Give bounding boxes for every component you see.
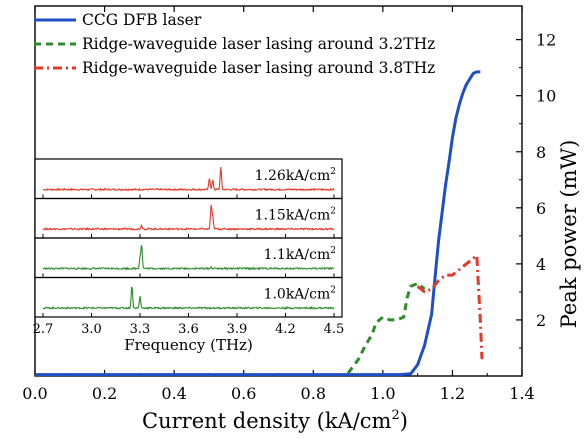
- y-tick-label: 2: [536, 311, 546, 330]
- main-plot: 0.0 0.2 0.4 0.6 0.8 1.0 1.2 1.4 2 4 6 8 10 12: [22, 5, 556, 403]
- y-tick-label: 8: [536, 143, 546, 162]
- inset-panel-label-4: 1.0kA/cm2: [264, 286, 336, 303]
- y-tick-label: 10: [536, 87, 556, 106]
- y-tick-label: 6: [536, 199, 546, 218]
- x-axis-label-main: Current density (kA/cm: [142, 409, 392, 433]
- inset-panel-label-1: 1.26kA/cm2: [255, 167, 336, 184]
- series-line-1: [35, 70, 481, 377]
- inset-x-tick-label: 2.7: [33, 322, 54, 337]
- inset-panel-label-3: 1.1kA/cm2: [264, 246, 336, 263]
- x-axis-label-close: ): [400, 409, 408, 433]
- x-tick-label: 0.4: [161, 384, 186, 403]
- inset-panels: 1.26kA/cm2 1.15kA/cm2 1.1kA/cm2 1.0kA/cm2: [34, 158, 343, 318]
- inset-x-tick-label: 3.3: [130, 322, 151, 337]
- inset-spectrum-2: [42, 204, 335, 231]
- x-tick-label: 1.2: [440, 384, 465, 403]
- inset-x-tick-labels: 2.7 3.0 3.3 3.6 3.9 4.2 4.5: [33, 322, 345, 337]
- x-axis-label: Current density (kA/cm2): [142, 408, 408, 433]
- inset-x-axis-label: Frequency (THz): [124, 336, 253, 354]
- inset-x-tick-label: 3.0: [81, 322, 102, 337]
- legend-label-1: CCG DFB laser: [82, 11, 202, 29]
- x-tick-label: 0.2: [92, 384, 117, 403]
- series-line-3: [416, 254, 484, 360]
- y-axis-label: Peak power (mW): [557, 140, 581, 329]
- x-axis-label-sup: 2: [391, 408, 399, 423]
- y-tick-label: 4: [536, 255, 546, 274]
- inset-panel-label-2: 1.15kA/cm2: [255, 207, 336, 224]
- x-tick-label: 1.0: [370, 384, 395, 403]
- x-tick-label: 0.0: [22, 384, 47, 403]
- inset-x-tick-label: 4.2: [275, 322, 296, 337]
- inset-x-tick-label: 3.9: [227, 322, 248, 337]
- x-tick-label: 0.6: [231, 384, 256, 403]
- inset-x-tick-label: 3.6: [178, 322, 199, 337]
- legend-label-3: Ridge-waveguide laser lasing around 3.8T…: [82, 59, 435, 77]
- inset-spectrum-4: [42, 286, 335, 311]
- x-tick-labels: 0.0 0.2 0.4 0.6 0.8 1.0 1.2 1.4: [22, 384, 534, 403]
- legend: CCG DFB laser Ridge-waveguide laser lasin…: [34, 11, 435, 77]
- x-tick-label: 0.8: [301, 384, 326, 403]
- legend-label-2: Ridge-waveguide laser lasing around 3.2T…: [82, 35, 435, 53]
- inset-spectrum-3: [42, 244, 335, 271]
- y-tick-labels: 2 4 6 8 10 12: [536, 31, 556, 330]
- inset-spectrum-1: [42, 167, 335, 192]
- inset-spectra: 1.26kA/cm2 1.15kA/cm2 1.1kA/cm2 1.0kA/cm2 2…: [33, 158, 345, 354]
- main-series-layer: [35, 70, 484, 377]
- y-tick-label: 12: [536, 31, 556, 50]
- x-tick-label: 1.4: [509, 384, 534, 403]
- inset-x-tick-label: 4.5: [324, 322, 345, 337]
- series-line-2: [346, 282, 426, 375]
